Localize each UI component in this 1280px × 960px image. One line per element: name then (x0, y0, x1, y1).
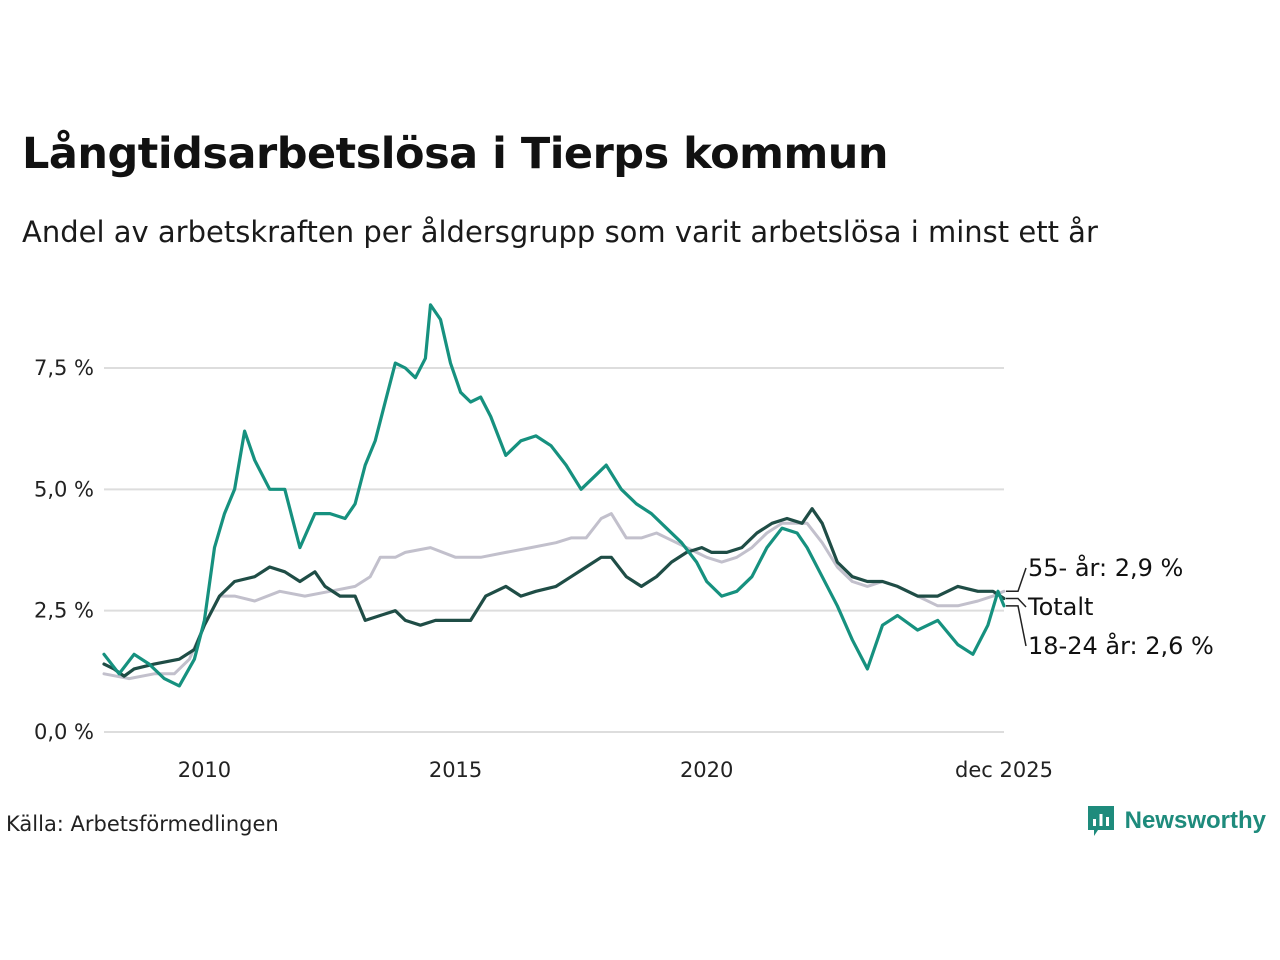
connector-young (1006, 605, 1027, 647)
chart-title: Långtidsarbetslösa i Tierps kommun (22, 129, 888, 179)
x-tick-label: 2020 (680, 758, 733, 782)
x-tick-label: dec 2025 (955, 758, 1053, 782)
newsworthy-logo[interactable]: Newsworthy (1086, 804, 1266, 838)
series-line-young (102, 303, 1006, 688)
x-tick-label: 2010 (178, 758, 231, 782)
brand-name: Newsworthy (1124, 807, 1266, 834)
series-lines (102, 303, 1006, 688)
end-label-young: 18-24 år: 2,6 % (1028, 631, 1214, 660)
end-labels: 55- år: 2,9 % Totalt 18-24 år: 2,6 % (1006, 553, 1214, 660)
connector-old (1006, 567, 1027, 593)
x-axis-ticks: 2010 2015 2020 dec 2025 (178, 758, 1053, 782)
y-tick-label: 0,0 % (34, 720, 94, 744)
x-tick-label: 2015 (429, 758, 482, 782)
gridlines (104, 367, 1004, 733)
source-note: Källa: Arbetsförmedlingen (6, 812, 279, 836)
series-line-old (102, 512, 1006, 681)
y-tick-label: 5,0 % (34, 477, 94, 501)
y-axis-ticks: 0,0 % 2,5 % 5,0 % 7,5 % (34, 356, 94, 744)
newsworthy-icon (1087, 806, 1114, 836)
y-tick-label: 7,5 % (34, 356, 94, 380)
connector-total (1006, 597, 1027, 608)
series-line-total (102, 507, 1006, 678)
chart-subtitle: Andel av arbetskraften per åldersgrupp s… (22, 215, 1098, 249)
end-label-total: Totalt (1027, 593, 1093, 621)
end-label-old: 55- år: 2,9 % (1028, 553, 1183, 582)
y-tick-label: 2,5 % (34, 599, 94, 623)
